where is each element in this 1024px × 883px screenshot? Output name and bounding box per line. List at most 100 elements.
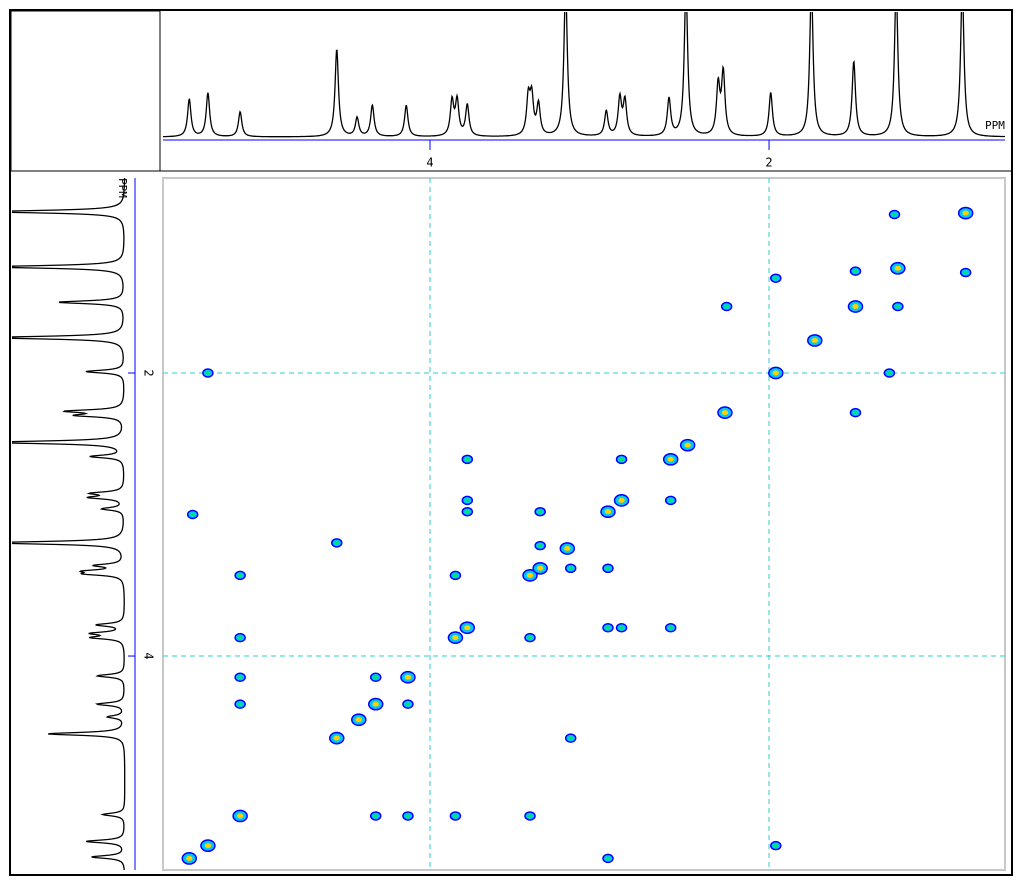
peak-core <box>667 456 674 462</box>
peak-core <box>465 498 470 503</box>
peak-core <box>527 635 533 640</box>
peak <box>524 632 536 643</box>
peak-core <box>668 498 673 503</box>
peak-core <box>853 410 858 415</box>
peak <box>959 267 972 278</box>
x-tick-label: 2 <box>765 156 772 170</box>
peak <box>234 570 246 581</box>
peak-core <box>963 270 968 275</box>
peak-core <box>237 573 243 578</box>
peak <box>522 569 538 582</box>
peak-core <box>237 675 243 680</box>
peak <box>717 406 733 419</box>
peak <box>847 300 864 313</box>
peak-core <box>568 736 573 740</box>
peak <box>662 452 679 466</box>
peak-core <box>237 635 243 640</box>
peak <box>461 454 474 465</box>
peak-core <box>568 566 573 571</box>
peak <box>532 561 548 575</box>
peak <box>679 438 696 452</box>
x-tick-label: 4 <box>426 156 433 170</box>
plot-area <box>162 177 1006 871</box>
peak-core <box>619 625 624 630</box>
peak <box>559 542 576 555</box>
peak <box>720 301 733 312</box>
peak <box>461 495 474 506</box>
peak <box>402 811 414 821</box>
peak-core <box>465 509 470 514</box>
peak-core <box>236 813 244 819</box>
peak <box>534 540 546 551</box>
peak-core <box>537 543 543 548</box>
peak-core <box>895 304 901 309</box>
peak-core <box>721 410 729 416</box>
peak-core <box>618 497 625 503</box>
peak <box>600 505 616 519</box>
peak <box>447 631 464 644</box>
peak-core <box>334 541 340 545</box>
peak-core <box>372 701 379 707</box>
peak <box>613 494 630 507</box>
peak-core <box>724 304 729 309</box>
peak-core <box>453 814 458 818</box>
peak <box>234 699 246 709</box>
peak <box>888 209 901 220</box>
peak <box>449 811 462 821</box>
peak-core <box>605 856 611 861</box>
peak-core <box>605 625 611 630</box>
peak-core <box>853 269 858 273</box>
peak <box>615 622 628 633</box>
peak <box>461 506 474 517</box>
y-tick-label: 4 <box>142 652 156 659</box>
peak <box>402 699 414 709</box>
peak-core <box>564 546 571 551</box>
peak <box>770 273 782 283</box>
peak-core <box>773 276 779 280</box>
peak-core <box>373 814 378 818</box>
peak-core <box>453 573 458 578</box>
peak <box>664 495 677 506</box>
peak <box>369 672 382 683</box>
peak <box>890 261 906 275</box>
peak <box>234 632 246 643</box>
peak <box>770 840 782 851</box>
peak-core <box>962 210 969 216</box>
x-axis-label: PPM <box>985 119 1005 132</box>
peak-core <box>205 371 211 375</box>
peak <box>534 506 546 517</box>
peak <box>351 713 367 727</box>
peak <box>849 407 862 418</box>
peak <box>602 563 614 574</box>
peak-core <box>773 843 779 848</box>
peak-core <box>464 625 471 631</box>
peak-core <box>404 674 412 680</box>
peak <box>524 811 536 821</box>
peak-core <box>887 371 892 375</box>
peak-core <box>811 338 818 343</box>
peak-core <box>605 566 611 571</box>
peak <box>459 621 476 635</box>
peak <box>564 563 577 574</box>
peak <box>369 811 382 821</box>
peak <box>602 853 614 864</box>
peak-core <box>894 265 902 271</box>
peak <box>664 622 677 633</box>
peak <box>892 301 904 312</box>
y-tick-label: 2 <box>142 369 156 376</box>
peak-core <box>190 512 195 517</box>
peak <box>957 206 974 220</box>
peak-core <box>619 457 624 462</box>
peak-core <box>604 509 612 515</box>
peak <box>181 852 198 865</box>
peak-core <box>204 843 212 849</box>
peak-core <box>405 814 411 818</box>
peak-core <box>772 370 779 376</box>
peak-core <box>355 717 362 723</box>
peak <box>367 697 384 711</box>
peak <box>768 366 784 380</box>
y-axis-label: PPM <box>116 178 129 198</box>
peak-core <box>537 565 544 571</box>
top-projection <box>163 12 1005 138</box>
